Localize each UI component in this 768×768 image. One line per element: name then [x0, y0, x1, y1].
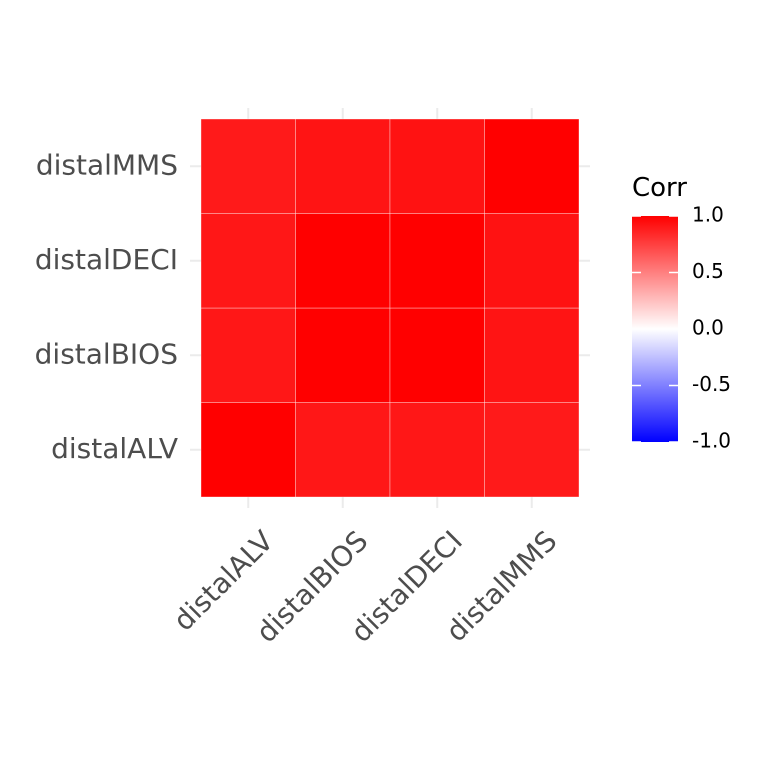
heatmap-cell-distalDECI-distalALV — [200, 213, 296, 309]
heatmap-cell-distalDECI-distalDECI — [389, 213, 485, 309]
heatmap-cell-distalALV-distalBIOS — [295, 402, 391, 498]
heatmap-cell-distalDECI-distalMMS — [484, 213, 580, 309]
heatmap-cell-distalALV-distalDECI — [389, 402, 485, 498]
heatmap-cell-distalALV-distalALV — [200, 402, 296, 498]
legend-tick-label: -0.5 — [692, 372, 731, 396]
y-tick-label: distalDECI — [35, 243, 178, 276]
heatmap-cell-distalMMS-distalBIOS — [295, 118, 391, 214]
legend-tick-label: 0.5 — [692, 259, 724, 283]
heatmap-cell-distalMMS-distalALV — [200, 118, 296, 214]
heatmap-cell-distalBIOS-distalMMS — [484, 307, 580, 403]
color-legend: Corr 1.0 0.5 0.0 -0.5 -1.0 — [632, 173, 731, 453]
legend-tick-label: -1.0 — [692, 429, 731, 453]
y-tick-label: distalALV — [51, 432, 178, 465]
y-axis-labels: distalALV distalBIOS distalDECI distalMMS — [35, 148, 178, 465]
legend-ticks: 1.0 0.5 0.0 -0.5 -1.0 — [632, 203, 731, 453]
legend-title: Corr — [632, 173, 687, 203]
heatmap-cell-distalBIOS-distalALV — [200, 307, 296, 403]
heatmap-cell-distalMMS-distalDECI — [389, 118, 485, 214]
heatmap-cell-distalBIOS-distalDECI — [389, 307, 485, 403]
y-tick-label: distalBIOS — [35, 337, 178, 370]
heatmap-cell-distalALV-distalMMS — [484, 402, 580, 498]
legend-tick-label: 1.0 — [692, 203, 724, 227]
heatmap-cell-distalDECI-distalBIOS — [295, 213, 391, 309]
heatmap-cells — [200, 118, 580, 498]
y-tick-label: distalMMS — [36, 148, 178, 181]
heatmap-cell-distalBIOS-distalBIOS — [295, 307, 391, 403]
legend-tick-label: 0.0 — [692, 316, 724, 340]
heatmap-cell-distalMMS-distalMMS — [484, 118, 580, 214]
